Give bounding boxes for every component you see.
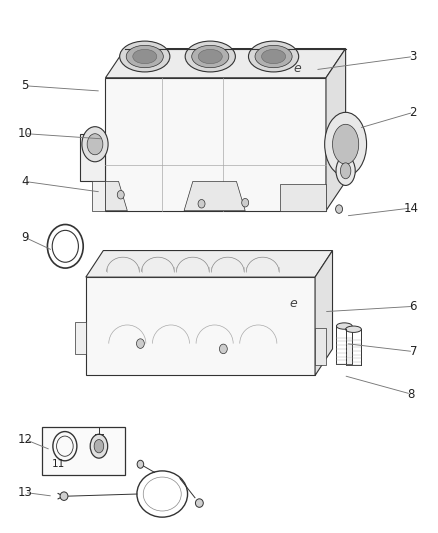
- Text: 5: 5: [21, 79, 28, 92]
- Ellipse shape: [219, 344, 227, 354]
- Ellipse shape: [325, 112, 367, 176]
- Ellipse shape: [198, 50, 222, 63]
- Polygon shape: [315, 328, 326, 365]
- Text: e: e: [294, 62, 301, 75]
- Ellipse shape: [336, 156, 355, 185]
- Polygon shape: [315, 251, 332, 375]
- Text: 3: 3: [410, 50, 417, 63]
- Text: 4: 4: [21, 175, 28, 188]
- Ellipse shape: [94, 440, 104, 453]
- Text: e: e: [290, 297, 297, 310]
- Ellipse shape: [60, 492, 68, 500]
- Ellipse shape: [90, 434, 108, 458]
- Text: 6: 6: [410, 300, 417, 313]
- Ellipse shape: [82, 127, 108, 162]
- Polygon shape: [92, 181, 106, 211]
- Ellipse shape: [346, 326, 361, 333]
- Ellipse shape: [198, 199, 205, 208]
- Polygon shape: [75, 322, 86, 354]
- Ellipse shape: [185, 41, 235, 72]
- Text: 8: 8: [407, 387, 415, 401]
- FancyBboxPatch shape: [42, 426, 125, 475]
- Text: 10: 10: [17, 127, 32, 140]
- Ellipse shape: [340, 163, 351, 179]
- Polygon shape: [280, 184, 326, 211]
- Ellipse shape: [120, 41, 170, 72]
- Text: 11: 11: [52, 459, 65, 469]
- Ellipse shape: [137, 461, 144, 469]
- Polygon shape: [326, 49, 346, 211]
- Text: 12: 12: [17, 433, 32, 446]
- Polygon shape: [86, 277, 315, 375]
- Text: 14: 14: [403, 201, 419, 214]
- Ellipse shape: [248, 41, 299, 72]
- Polygon shape: [106, 78, 326, 211]
- Polygon shape: [80, 134, 106, 181]
- Ellipse shape: [332, 124, 359, 164]
- Ellipse shape: [117, 190, 124, 199]
- Ellipse shape: [336, 205, 343, 213]
- Text: 13: 13: [17, 486, 32, 499]
- Polygon shape: [106, 49, 346, 78]
- Ellipse shape: [192, 45, 229, 68]
- Ellipse shape: [126, 45, 163, 68]
- Ellipse shape: [242, 198, 249, 207]
- Text: 2: 2: [410, 106, 417, 119]
- Ellipse shape: [137, 339, 145, 349]
- Ellipse shape: [133, 50, 157, 63]
- Ellipse shape: [336, 323, 352, 329]
- Polygon shape: [106, 181, 127, 211]
- Polygon shape: [184, 181, 245, 211]
- Text: 9: 9: [21, 231, 28, 244]
- Polygon shape: [86, 251, 332, 277]
- Ellipse shape: [195, 499, 203, 507]
- Ellipse shape: [261, 50, 286, 63]
- Ellipse shape: [255, 45, 292, 68]
- Ellipse shape: [87, 134, 103, 155]
- Text: 7: 7: [410, 345, 417, 358]
